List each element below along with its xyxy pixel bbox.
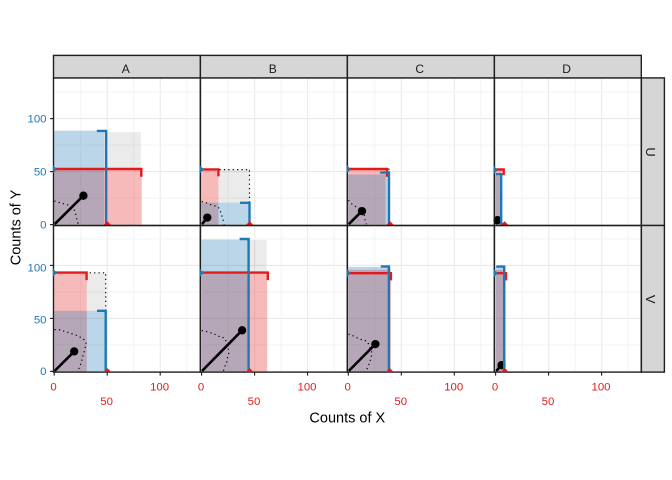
svg-text:U: U — [643, 147, 658, 156]
svg-text:C: C — [415, 62, 424, 76]
svg-text:0: 0 — [40, 366, 46, 378]
svg-text:100: 100 — [591, 381, 610, 393]
svg-text:100: 100 — [444, 381, 463, 393]
svg-text:0: 0 — [345, 381, 351, 393]
svg-text:A: A — [122, 62, 130, 76]
svg-text:50: 50 — [34, 314, 47, 326]
svg-text:50: 50 — [394, 396, 407, 408]
svg-text:50: 50 — [100, 396, 113, 408]
svg-text:0: 0 — [40, 220, 46, 232]
svg-text:50: 50 — [542, 396, 555, 408]
svg-text:0: 0 — [492, 381, 498, 393]
svg-text:100: 100 — [27, 262, 46, 274]
svg-text:Counts of Y: Counts of Y — [9, 189, 25, 265]
svg-text:50: 50 — [248, 396, 261, 408]
svg-text:50: 50 — [34, 167, 47, 179]
svg-text:100: 100 — [297, 381, 316, 393]
svg-text:Counts of X: Counts of X — [309, 411, 385, 427]
svg-text:V: V — [643, 295, 658, 304]
svg-text:100: 100 — [150, 381, 169, 393]
svg-text:100: 100 — [27, 114, 46, 126]
svg-text:0: 0 — [50, 381, 56, 393]
svg-text:B: B — [269, 62, 277, 76]
svg-text:0: 0 — [198, 381, 204, 393]
svg-text:D: D — [562, 62, 571, 76]
